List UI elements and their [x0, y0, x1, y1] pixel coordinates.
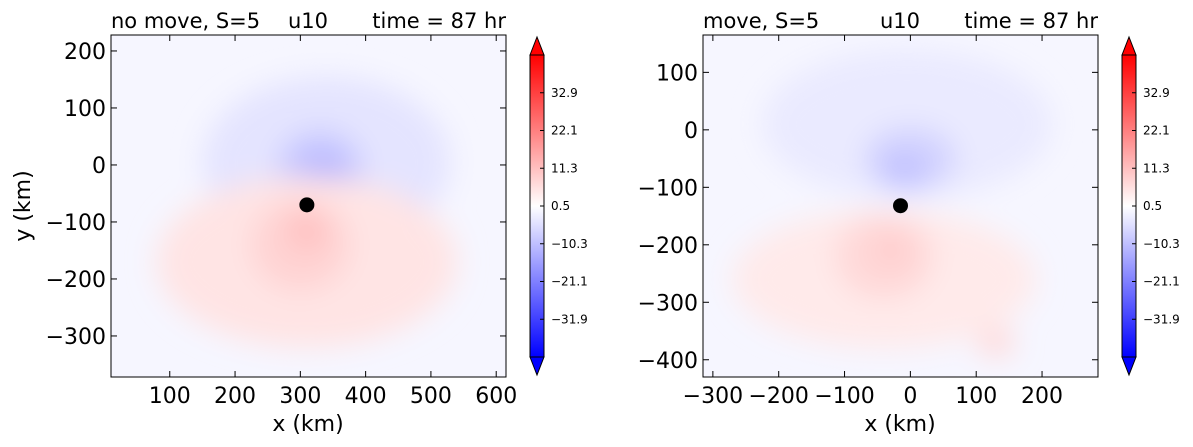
x-tick-label: −100	[814, 384, 874, 409]
x-tick-label: 500	[410, 384, 452, 409]
colorbar-tick-label: −31.9	[1143, 312, 1180, 326]
colorbar-tick-label: 0.5	[1143, 199, 1162, 213]
plot-frame	[702, 34, 1099, 378]
colorbar-tick-label: 32.9	[1143, 86, 1170, 100]
x-tick-label: 100	[149, 384, 191, 409]
colorbar-tick-label: −10.3	[1143, 237, 1180, 251]
title-right: time = 87 hr	[372, 9, 506, 33]
x-tick-label: −200	[748, 384, 808, 409]
y-tick-label: −100	[638, 176, 698, 201]
colorbar-tick-label: 0.5	[551, 199, 570, 213]
x-axis-ticks: 100 200 300 400 500 600	[149, 35, 517, 409]
storm-center-marker	[299, 197, 315, 213]
panel-no-move: no move, S=5 u10 time = 87 hr 100 200 300 4…	[11, 9, 588, 437]
colorbar-tick-label: 11.3	[551, 161, 578, 175]
panel-move: move, S=5 u10 time = 87 hr −300 −200 −100 0…	[638, 9, 1180, 437]
colorbar-tick-label: −21.1	[1143, 275, 1180, 289]
field-feature	[880, 152, 927, 188]
y-tick-label: −200	[638, 234, 698, 259]
x-axis-label: x (km)	[864, 412, 935, 437]
title-left: no move, S=5	[111, 9, 260, 33]
x-axis-ticks: −300 −200 −100 0 100 200	[683, 35, 1063, 409]
title-right: time = 87 hr	[964, 9, 1098, 33]
x-tick-label: 200	[214, 384, 256, 409]
x-tick-label: 400	[345, 384, 387, 409]
y-axis-ticks: 100 0 −100 −200 −300 −400	[638, 61, 1098, 374]
y-tick-label: −200	[46, 268, 106, 293]
y-tick-label: 0	[684, 119, 698, 144]
y-tick-label: 100	[656, 61, 698, 86]
contour-field	[156, 76, 458, 348]
storm-center-marker	[893, 198, 908, 214]
y-axis-ticks: 200 100 0 −100 −200 −300	[46, 40, 506, 350]
colorbar-tick-label: 32.9	[551, 86, 578, 100]
colorbar-tick-label: 11.3	[1143, 161, 1170, 175]
y-tick-label: 0	[92, 154, 106, 179]
colorbar-tick-label: −31.9	[551, 312, 588, 326]
colorbar-ticks: 32.9 22.1 11.3 0.5 −10.3 −21.1 −31.9	[540, 86, 588, 326]
title-center: u10	[880, 9, 920, 33]
colorbar-tick-label: −21.1	[551, 275, 588, 289]
x-tick-label: −300	[683, 384, 743, 409]
y-tick-label: −400	[638, 349, 698, 374]
field-feature	[287, 210, 327, 251]
colorbar-ticks: 32.9 22.1 11.3 0.5 −10.3 −21.1 −31.9	[1132, 86, 1180, 326]
y-axis-label: y (km)	[11, 170, 36, 241]
x-tick-label: 300	[279, 384, 321, 409]
field-feature	[870, 233, 911, 268]
colorbar-tick-label: −10.3	[551, 237, 588, 251]
field-feature	[977, 328, 1015, 357]
y-tick-label: 100	[64, 97, 106, 122]
y-tick-label: −300	[46, 325, 106, 350]
colorbar-extend-min	[1121, 356, 1137, 377]
x-tick-label: 600	[475, 384, 517, 409]
y-tick-label: −100	[46, 211, 106, 236]
colorbar-tick-label: 22.1	[1143, 124, 1170, 138]
colorbar: 32.9 22.1 11.3 0.5 −10.3 −21.1 −31.9	[529, 35, 588, 377]
field-feature	[762, 49, 1052, 199]
colorbar-extend-min	[529, 356, 545, 377]
plot-frame	[110, 34, 507, 378]
colorbar: 32.9 22.1 11.3 0.5 −10.3 −21.1 −31.9	[1121, 35, 1180, 377]
y-tick-label: 200	[64, 40, 106, 65]
y-tick-label: −300	[638, 291, 698, 316]
x-tick-label: 0	[903, 384, 917, 409]
colorbar-tick-label: 22.1	[551, 124, 578, 138]
colorbar-extend-max	[1121, 35, 1137, 56]
x-axis-label: x (km)	[272, 412, 343, 437]
contour-field	[732, 49, 1052, 357]
colorbar-extend-max	[529, 35, 545, 56]
x-tick-label: 100	[955, 384, 997, 409]
title-center: u10	[288, 9, 328, 33]
title-left: move, S=5	[703, 9, 819, 33]
x-tick-label: 200	[1021, 384, 1063, 409]
